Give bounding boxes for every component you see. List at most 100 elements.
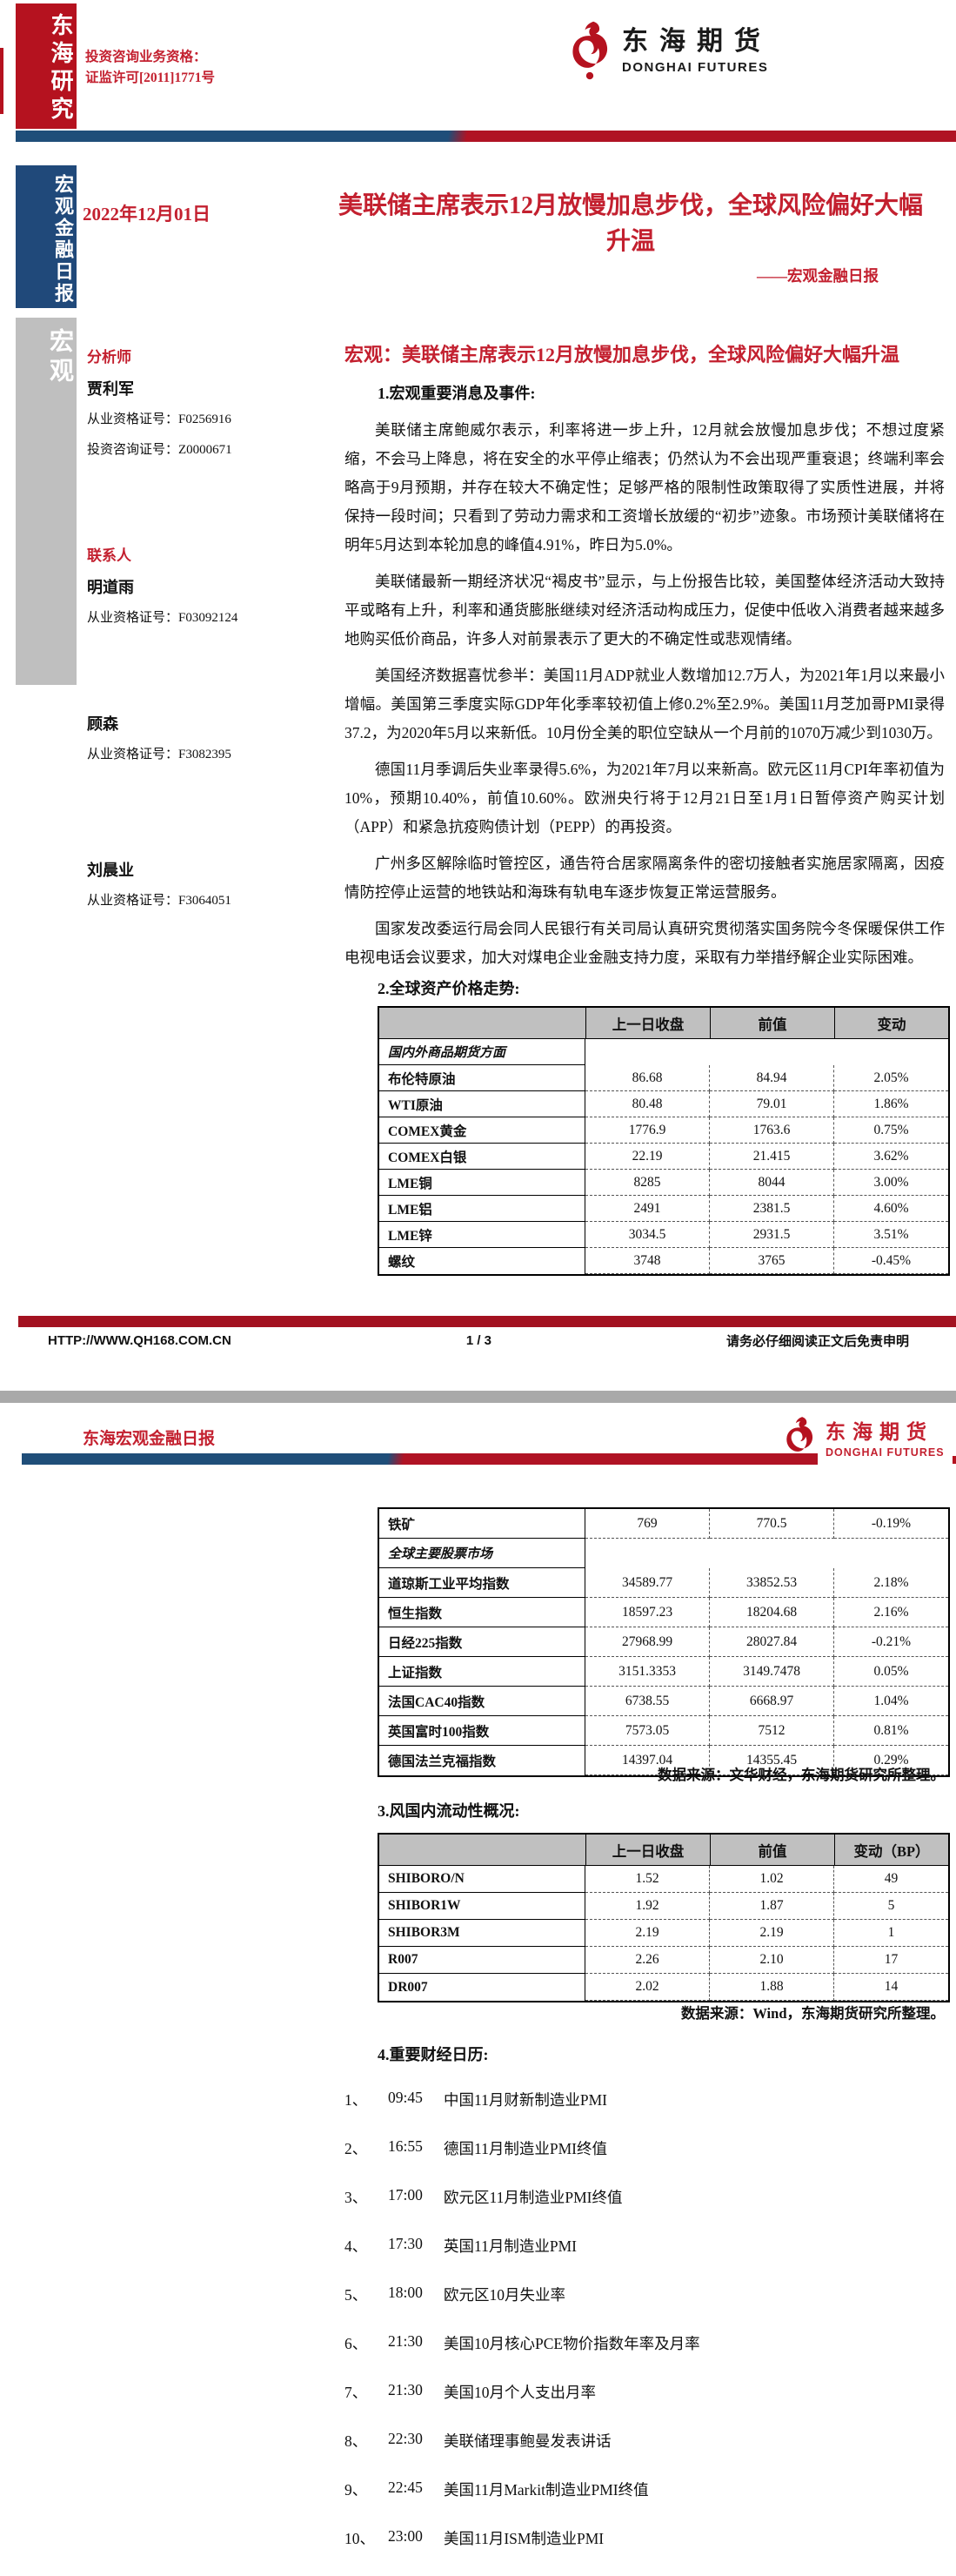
asset-row-label: LME锌: [379, 1222, 585, 1248]
asset-row-change: 2.18%: [834, 1568, 948, 1598]
liquidity-row-change: 1: [834, 1920, 948, 1947]
asset-row-close: 3748: [585, 1248, 710, 1274]
section1-heading: 1.宏观重要消息及事件:: [378, 385, 536, 402]
asset-row-prev: 3149.7478: [710, 1657, 834, 1687]
liquidity-table-row: SHIBOR3M 2.19 2.19 1: [379, 1920, 948, 1947]
asset-row-close: [585, 1039, 710, 1065]
calendar-item-time: 17:30: [388, 2235, 423, 2252]
liquidity-table-row: SHIBORO/N 1.52 1.02 49: [379, 1866, 948, 1893]
liquidity-row-label: SHIBORO/N: [379, 1866, 585, 1893]
analyst-cert-number: 从业资格证号：F0256916: [87, 413, 231, 426]
calendar-item-event: 美国10月核心PCE物价指数年率及月率: [444, 2335, 700, 2352]
asset-table-row: 全球主要股票市场: [379, 1539, 948, 1568]
calendar-item-number: 9、: [344, 2481, 368, 2499]
asset-row-change: 1.04%: [834, 1687, 948, 1716]
body-paragraph: 广州多区解除临时管控区，通告符合居家隔离条件的密切接触者实施居家隔离，因疫情防控…: [344, 855, 945, 901]
header-cell-change-bp: 变动（BP）: [834, 1835, 948, 1865]
calendar-item-number: 6、: [344, 2335, 368, 2352]
calendar-item: 7、 21:30 美国10月个人支出月率: [344, 2381, 946, 2430]
contact-cert-number: 从业资格证号：F3064051: [87, 894, 231, 908]
calendar-item-event: 美国10月个人支出月率: [444, 2384, 596, 2401]
report-page-2: 东海宏观金融日报 东海期货 DONGHAI FUTURES 铁矿 769 770…: [0, 1403, 956, 2547]
header-cell-prev: 前值: [710, 1835, 834, 1865]
liquidity-row-prev: 1.02: [710, 1866, 834, 1893]
asset-table-row: 布伦特原油 86.68 84.94 2.05%: [379, 1065, 948, 1091]
report-title: 美联储主席表示12月放慢加息步伐，全球风险偏好大幅升温: [338, 192, 923, 255]
asset-row-label: 恒生指数: [379, 1598, 585, 1627]
page-footer: HTTP://WWW.QH168.COM.CN 1 / 3 请务必仔细阅读正文后…: [48, 1332, 909, 1350]
asset-row-label: WTI原油: [379, 1091, 585, 1117]
asset-row-close: 18597.23: [585, 1598, 710, 1627]
company-logo: 东海期货 DONGHAI FUTURES: [565, 19, 772, 86]
report-date: 2022年12月01日: [83, 204, 211, 225]
liquidity-row-close: 1.52: [585, 1866, 710, 1893]
asset-table-row: 螺纹 3748 3765 -0.45%: [379, 1248, 948, 1274]
calendar-item-time: 16:55: [388, 2137, 423, 2155]
liquidity-row-close: 2.19: [585, 1920, 710, 1947]
asset-row-change: [834, 1039, 948, 1065]
analyst-block: 分析师 贾利军 从业资格证号：F0256916 投资咨询证号：Z0000671: [87, 345, 287, 466]
asset-table-row: 法国CAC40指数 6738.55 6668.97 1.04%: [379, 1687, 948, 1716]
calendar-item-event: 英国11月制造业PMI: [444, 2237, 577, 2255]
asset-row-prev: [710, 1039, 834, 1065]
asset-row-change: -0.19%: [834, 1509, 948, 1539]
data-source-note-2: 数据来源：Wind，东海期货研究所整理。: [680, 2005, 945, 2022]
asset-row-label: 道琼斯工业平均指数: [379, 1568, 585, 1598]
asset-row-close: 8285: [585, 1170, 710, 1196]
header-cell-blank: [379, 1835, 585, 1865]
asset-row-change: 3.62%: [834, 1144, 948, 1170]
asset-row-prev: 2931.5: [710, 1222, 834, 1248]
calendar-item-number: 8、: [344, 2432, 368, 2450]
asset-row-label: COMEX白银: [379, 1144, 585, 1170]
header-divider-bar: [22, 1453, 818, 1465]
asset-row-label: 日经225指数: [379, 1627, 585, 1657]
contact-name: 明道雨: [87, 579, 134, 596]
asset-row-close: 14397.04: [585, 1746, 710, 1775]
asset-row-close: 86.68: [585, 1065, 710, 1091]
asset-row-close: 7573.05: [585, 1716, 710, 1746]
asset-row-close: 6738.55: [585, 1687, 710, 1716]
research-brand-label: 东海研究: [48, 13, 73, 124]
asset-row-prev: 84.94: [710, 1065, 834, 1091]
asset-row-label: LME铜: [379, 1170, 585, 1196]
calendar-item: 3、 17:00 欧元区11月制造业PMI终值: [344, 2186, 946, 2235]
liquidity-row-close: 1.92: [585, 1893, 710, 1920]
calendar-item-time: 23:00: [388, 2527, 423, 2545]
calendar-item-time: 21:30: [388, 2332, 423, 2350]
calendar-item-number: 7、: [344, 2384, 368, 2401]
liquidity-table-row: DR007 2.02 1.88 14: [379, 1974, 948, 2001]
asset-table-row: LME铜 8285 8044 3.00%: [379, 1170, 948, 1196]
asset-table-row: 日经225指数 27968.99 28027.84 -0.21%: [379, 1627, 948, 1657]
asset-row-close: 1776.9: [585, 1117, 710, 1144]
asset-row-change: [834, 1539, 948, 1568]
liquidity-row-prev: 1.87: [710, 1893, 834, 1920]
asset-row-prev: 7512: [710, 1716, 834, 1746]
asset-row-prev: 28027.84: [710, 1627, 834, 1657]
asset-row-label: 螺纹: [379, 1248, 585, 1274]
contact-cert-number: 从业资格证号：F3082395: [87, 748, 231, 761]
asset-row-change: -0.21%: [834, 1627, 948, 1657]
calendar-item-event: 德国11月制造业PMI终值: [444, 2140, 607, 2157]
asset-row-close: 27968.99: [585, 1627, 710, 1657]
liquidity-row-change: 14: [834, 1974, 948, 2001]
asset-table-row: 恒生指数 18597.23 18204.68 2.16%: [379, 1598, 948, 1627]
contact-name: 顾森: [87, 715, 118, 733]
liquidity-row-label: SHIBOR1W: [379, 1893, 585, 1920]
contact-block-1: 联系人 明道雨 从业资格证号：F03092124: [87, 543, 287, 634]
footer-url: HTTP://WWW.QH168.COM.CN: [48, 1333, 231, 1348]
liquidity-table-row: R007 2.26 2.10 17: [379, 1947, 948, 1974]
page2-header-title: 东海宏观金融日报: [83, 1430, 216, 1448]
logo-square-accent: [952, 1456, 956, 1464]
contact-block-3: 刘晨业 从业资格证号：F3064051: [87, 858, 287, 916]
body-paragraph: 美国经济数据喜忧参半：美国11月ADP就业人数增加12.7万人，为2021年1月…: [344, 667, 945, 741]
header-cell-close: 上一日收盘: [585, 1835, 710, 1865]
company-logo-small: 东海期货 DONGHAI FUTURES: [781, 1415, 956, 1466]
global-asset-table-page2: 铁矿 769 770.5 -0.19% 全球主要股票市场 道琼斯工业平均指数 3…: [378, 1507, 950, 1777]
asset-row-change: 1.86%: [834, 1091, 948, 1117]
report-page-1: 东海研究 投资咨询业务资格： 证监许可[2011]1771号 东海期货 DONG…: [0, 3, 956, 1350]
body-paragraph: 德国11月季调后失业率录得5.6%，为2021年7月以来新高。欧元区11月CPI…: [344, 761, 945, 835]
liquidity-table-header: 上一日收盘 前值 变动（BP）: [379, 1835, 948, 1866]
asset-row-close: 2491: [585, 1196, 710, 1222]
calendar-item-time: 22:30: [388, 2430, 423, 2447]
asset-row-label: 德国法兰克福指数: [379, 1746, 585, 1775]
